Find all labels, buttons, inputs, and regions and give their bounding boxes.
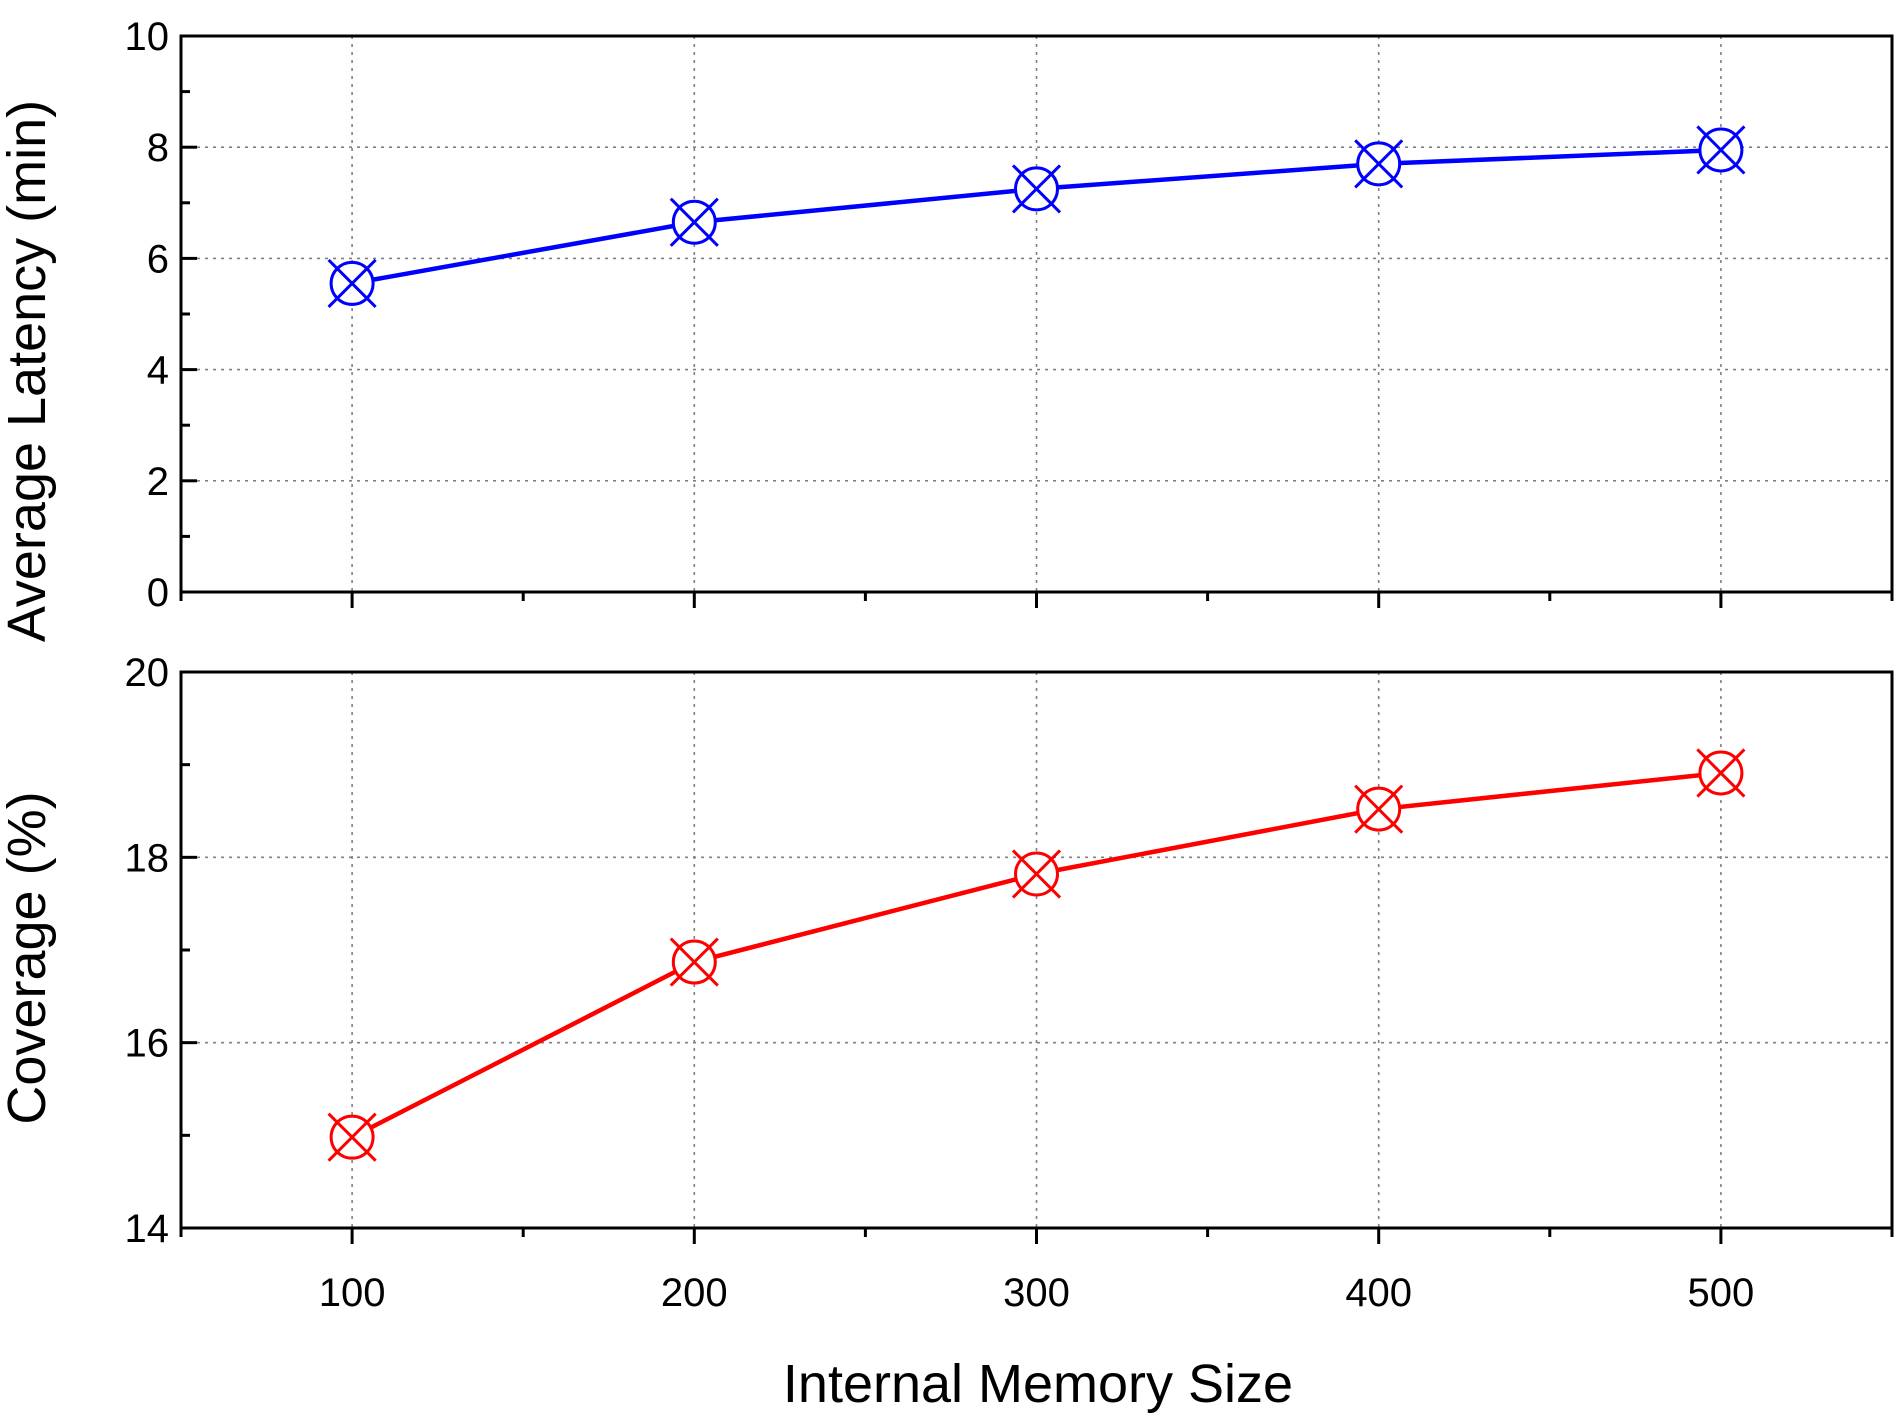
latency-data-point xyxy=(1696,125,1746,175)
y-axis-title-latency: Average Latency (min) xyxy=(0,100,57,642)
coverage-panel: 14 16 18 20 100 200 300 400 500 xyxy=(125,651,1894,1315)
coverage-y-tick-label: 14 xyxy=(125,1207,170,1251)
latency-panel: 0 2 4 6 8 10 xyxy=(125,15,1894,615)
x-tick-label: 100 xyxy=(319,1271,386,1315)
latency-y-tick-label: 10 xyxy=(125,15,170,59)
x-tick-label: 300 xyxy=(1003,1271,1070,1315)
latency-data-point xyxy=(1011,164,1062,214)
coverage-y-tick-label: 20 xyxy=(125,651,170,695)
latency-y-tick-label: 6 xyxy=(147,237,169,281)
x-tick-label: 200 xyxy=(661,1271,728,1315)
x-axis-title: Internal Memory Size xyxy=(783,1354,1293,1414)
latency-y-tick-label: 0 xyxy=(147,571,169,615)
latency-y-tick-label: 4 xyxy=(147,349,169,393)
coverage-data-point xyxy=(1354,784,1404,834)
latency-data-point xyxy=(669,197,719,247)
x-tick-label: 400 xyxy=(1345,1271,1412,1315)
latency-y-tick-label: 8 xyxy=(147,126,169,170)
latency-data-point xyxy=(327,258,377,309)
coverage-data-point xyxy=(327,1112,377,1162)
x-tick-label: 500 xyxy=(1688,1271,1755,1315)
coverage-data-point xyxy=(1011,849,1062,899)
coverage-data-point xyxy=(1696,748,1746,798)
y-axis-title-coverage: Coverage (%) xyxy=(0,791,57,1124)
latency-data-point xyxy=(1354,139,1404,189)
coverage-y-tick-label: 18 xyxy=(125,836,170,880)
coverage-y-tick-label: 16 xyxy=(125,1022,170,1066)
coverage-data-point xyxy=(669,937,719,987)
latency-y-tick-label: 2 xyxy=(147,460,169,504)
